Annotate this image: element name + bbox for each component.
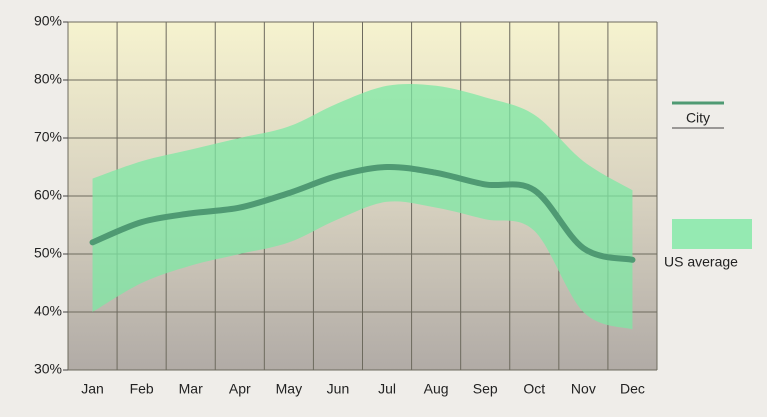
y-tick-label: 80% xyxy=(34,71,62,87)
x-tick-label: Dec xyxy=(620,381,645,397)
city-line xyxy=(89,163,636,263)
legend-swatch xyxy=(672,219,752,249)
legend-label: US average xyxy=(664,254,738,270)
x-tick-label: Sep xyxy=(473,381,498,397)
y-tick-label: 30% xyxy=(34,361,62,377)
legend-label: City xyxy=(686,110,710,126)
x-tick-label: Jan xyxy=(81,381,104,397)
x-tick-label: Aug xyxy=(424,381,449,397)
y-tick-label: 40% xyxy=(34,303,62,319)
x-tick-label: Apr xyxy=(229,381,251,397)
x-tick-label: Feb xyxy=(130,381,154,397)
y-tick-label: 60% xyxy=(34,187,62,203)
x-tick-label: Mar xyxy=(179,381,203,397)
x-tick-label: Oct xyxy=(523,381,545,397)
y-tick-label: 50% xyxy=(34,245,62,261)
x-tick-label: Jun xyxy=(327,381,350,397)
us-average-band xyxy=(92,83,633,330)
x-tick-label: Nov xyxy=(571,381,596,397)
x-tick-label: Jul xyxy=(378,381,396,397)
y-tick-label: 90% xyxy=(34,13,62,29)
x-tick-label: May xyxy=(276,381,302,397)
y-tick-label: 70% xyxy=(34,129,62,145)
